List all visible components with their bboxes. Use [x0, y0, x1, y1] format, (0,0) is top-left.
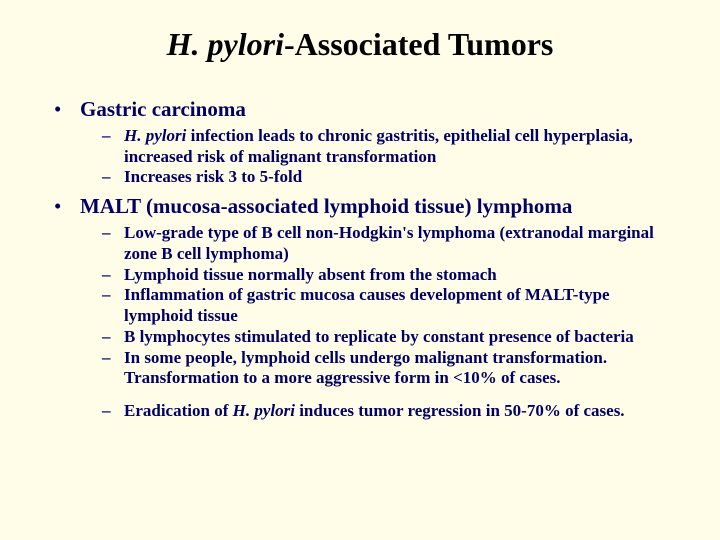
sub-item: Low-grade type of B cell non-Hodgkin's l…: [102, 223, 666, 264]
sub-item: In some people, lymphoid cells undergo m…: [102, 348, 666, 389]
sub-item: Increases risk 3 to 5-fold: [102, 167, 666, 188]
bullet-list: Gastric carcinoma H. pylori infection le…: [54, 97, 666, 422]
sub-item: H. pylori infection leads to chronic gas…: [102, 126, 666, 167]
title-italic: H. pylori: [167, 26, 284, 62]
slide-title: H. pylori-Associated Tumors: [54, 26, 666, 63]
bullet-item: Gastric carcinoma H. pylori infection le…: [54, 97, 666, 188]
sub-item: B lymphocytes stimulated to replicate by…: [102, 327, 666, 348]
title-rest: -Associated Tumors: [284, 26, 553, 62]
bullet-text: MALT (mucosa-associated lymphoid tissue)…: [80, 194, 572, 218]
sub-list: H. pylori infection leads to chronic gas…: [80, 126, 666, 188]
sub-item: Inflammation of gastric mucosa causes de…: [102, 285, 666, 326]
bullet-text: Gastric carcinoma: [80, 97, 246, 121]
slide: H. pylori-Associated Tumors Gastric carc…: [0, 0, 720, 540]
sub-item: Eradication of H. pylori induces tumor r…: [102, 401, 666, 422]
bullet-item: MALT (mucosa-associated lymphoid tissue)…: [54, 194, 666, 422]
sub-item: Lymphoid tissue normally absent from the…: [102, 265, 666, 286]
sub-list: Low-grade type of B cell non-Hodgkin's l…: [80, 223, 666, 422]
